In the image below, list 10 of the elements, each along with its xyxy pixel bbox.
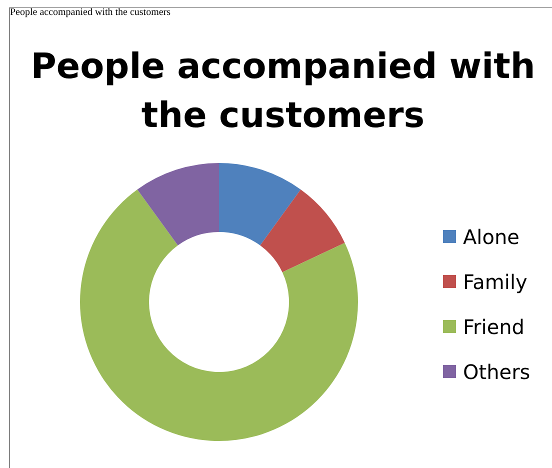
chart-title: People accompanied with the customers	[30, 47, 536, 136]
legend-label: Others	[463, 360, 530, 384]
donut-slice	[219, 163, 301, 246]
donut-slice	[137, 163, 219, 246]
text: People accompanied with the customers	[10, 7, 171, 18]
legend-label: Family	[463, 270, 528, 294]
donut-slice	[80, 190, 358, 441]
donut-slice	[260, 190, 345, 272]
legend-label: Friend	[463, 315, 525, 339]
legend-label: Alone	[463, 225, 520, 249]
